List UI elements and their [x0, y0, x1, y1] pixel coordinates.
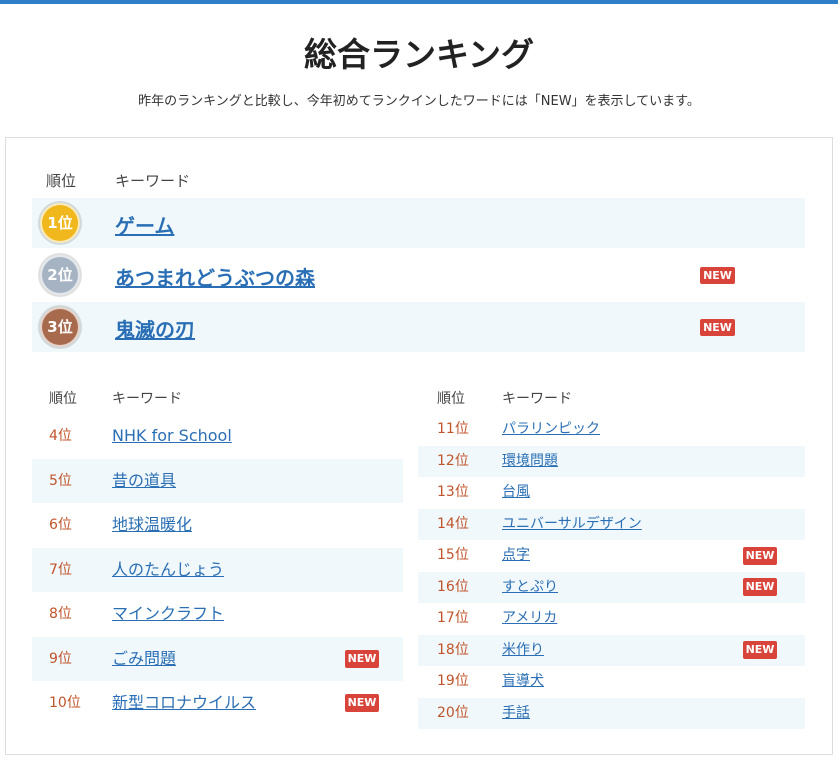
- keyword-link[interactable]: ユニバーサルデザイン: [502, 515, 642, 532]
- row-bg: [418, 540, 805, 572]
- row-bg: [32, 503, 403, 548]
- rank: 11位: [437, 421, 469, 437]
- row-bg: [32, 592, 403, 637]
- page-title: 総合ランキング: [303, 35, 534, 74]
- row-bg: [418, 508, 805, 540]
- rank: 5位: [49, 472, 72, 489]
- row-bg: [418, 634, 805, 666]
- keyword-header: キーワード: [112, 391, 182, 407]
- row-bg: [418, 571, 805, 603]
- rank: 16位: [437, 578, 469, 595]
- rank: 12位: [437, 452, 469, 469]
- rank: 15位: [437, 547, 469, 563]
- row-bg: [32, 458, 403, 503]
- row-bg: [418, 445, 805, 477]
- keyword-link[interactable]: 手話: [502, 704, 530, 721]
- keyword-link[interactable]: NHK for School: [112, 426, 232, 445]
- row-bg: [32, 547, 403, 592]
- row-bg: [32, 636, 403, 681]
- row-bg: [418, 414, 805, 446]
- rank: 14位: [437, 515, 469, 532]
- medal: 2位: [40, 255, 80, 295]
- row-bg: [32, 681, 403, 726]
- keyword-link[interactable]: 盲導犬: [502, 673, 544, 689]
- rank-header: 順位: [46, 172, 77, 190]
- medal: 3位: [40, 307, 80, 347]
- rank: 4位: [49, 428, 72, 444]
- subtitle: 昨年のランキングと比較し、今年初めてランクインしたワードには「NEW」を表示して…: [138, 94, 700, 109]
- keyword-link[interactable]: あつまれどうぶつの森: [115, 266, 315, 290]
- keyword-link[interactable]: アメリカ: [502, 610, 558, 626]
- rank: 9位: [49, 650, 72, 667]
- keyword-header: キーワード: [115, 172, 191, 190]
- keyword-link[interactable]: すとぷり: [502, 578, 558, 595]
- medal: 1位: [40, 203, 80, 243]
- keyword-link[interactable]: 鬼滅の刃: [115, 318, 195, 342]
- rank: 13位: [437, 484, 469, 500]
- row-bg: [32, 414, 403, 459]
- ranking-box: [5, 137, 833, 755]
- rank: 6位: [49, 517, 72, 533]
- keyword-link[interactable]: パラリンピック: [502, 421, 600, 437]
- rank-header: 順位: [49, 391, 77, 407]
- row-bg: [418, 477, 805, 509]
- rank: 8位: [49, 606, 72, 622]
- new-badge: NEW: [345, 694, 379, 713]
- keyword-link[interactable]: 台風: [502, 484, 530, 500]
- rank-header: 順位: [437, 391, 465, 407]
- new-badge: NEW: [345, 649, 379, 668]
- row-bg: [32, 250, 805, 300]
- keyword-header: キーワード: [502, 391, 572, 407]
- keyword-link[interactable]: 新型コロナウイルス: [112, 693, 257, 712]
- new-badge: NEW: [700, 319, 735, 336]
- rank: 19位: [437, 673, 469, 689]
- new-badge: NEW: [743, 641, 777, 660]
- new-badge: NEW: [743, 546, 777, 565]
- row-bg: [418, 666, 805, 698]
- keyword-link[interactable]: 地球温暖化: [112, 515, 193, 534]
- keyword-link[interactable]: ゲーム: [115, 214, 175, 238]
- keyword-link[interactable]: 人のたんじょう: [112, 559, 225, 579]
- rank: 10位: [49, 695, 81, 711]
- row-bg: [418, 697, 805, 729]
- row-bg: [32, 198, 805, 248]
- top-bar: [0, 0, 838, 4]
- row-bg: [32, 302, 805, 352]
- keyword-link[interactable]: 昔の道具: [112, 470, 177, 490]
- rank: 17位: [437, 610, 469, 626]
- row-bg: [418, 603, 805, 635]
- keyword-link[interactable]: ごみ問題: [112, 648, 177, 668]
- keyword-link[interactable]: マインクラフト: [112, 604, 225, 623]
- rank: 20位: [437, 704, 469, 721]
- keyword-link[interactable]: 環境問題: [502, 452, 558, 469]
- keyword-link[interactable]: 点字: [502, 547, 530, 563]
- new-badge: NEW: [700, 267, 735, 284]
- rank: 7位: [49, 561, 72, 578]
- new-badge: NEW: [743, 578, 777, 597]
- keyword-link[interactable]: 米作り: [502, 641, 544, 658]
- rank: 18位: [437, 641, 469, 658]
